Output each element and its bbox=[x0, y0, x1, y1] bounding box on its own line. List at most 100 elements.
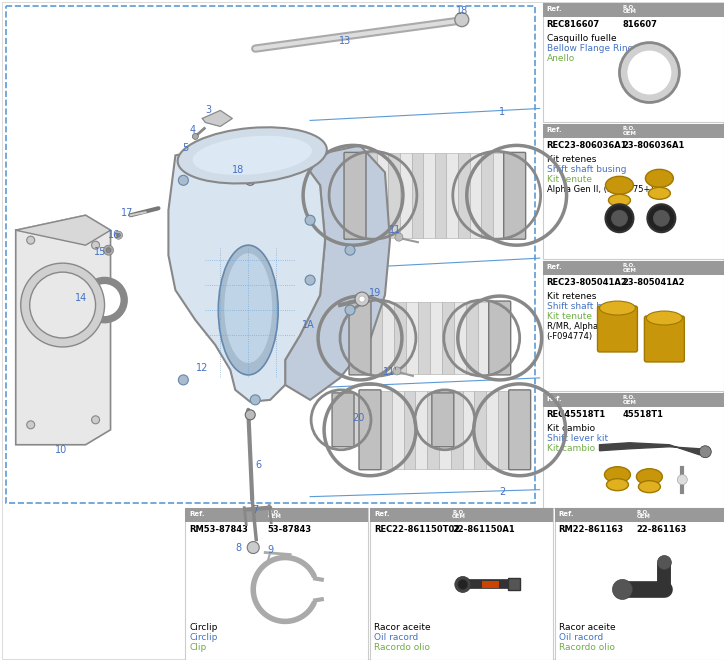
Circle shape bbox=[305, 215, 315, 225]
FancyBboxPatch shape bbox=[412, 153, 423, 238]
FancyBboxPatch shape bbox=[509, 390, 531, 470]
FancyBboxPatch shape bbox=[394, 302, 406, 374]
Text: 20: 20 bbox=[352, 413, 364, 423]
FancyBboxPatch shape bbox=[465, 302, 478, 374]
Ellipse shape bbox=[637, 469, 663, 485]
Text: Circlip: Circlip bbox=[189, 623, 217, 633]
Text: Ref.: Ref. bbox=[558, 510, 574, 517]
Text: 45518T1: 45518T1 bbox=[623, 410, 663, 419]
Text: REC22-861150T02: REC22-861150T02 bbox=[374, 525, 460, 533]
Text: Racor aceite: Racor aceite bbox=[558, 623, 616, 633]
Text: Kit cambio: Kit cambio bbox=[547, 444, 594, 453]
FancyBboxPatch shape bbox=[542, 124, 724, 138]
FancyBboxPatch shape bbox=[454, 302, 465, 374]
FancyBboxPatch shape bbox=[542, 261, 724, 275]
FancyBboxPatch shape bbox=[376, 394, 387, 446]
Circle shape bbox=[305, 275, 315, 285]
FancyBboxPatch shape bbox=[365, 153, 376, 238]
FancyBboxPatch shape bbox=[486, 391, 498, 469]
Ellipse shape bbox=[178, 128, 327, 184]
Circle shape bbox=[178, 375, 188, 385]
FancyBboxPatch shape bbox=[344, 153, 366, 239]
Text: 15: 15 bbox=[94, 247, 107, 257]
FancyBboxPatch shape bbox=[399, 394, 410, 446]
FancyBboxPatch shape bbox=[349, 301, 371, 375]
Circle shape bbox=[104, 245, 114, 255]
Circle shape bbox=[355, 292, 369, 306]
FancyBboxPatch shape bbox=[415, 391, 427, 469]
Text: 23-806036A1: 23-806036A1 bbox=[623, 141, 685, 151]
Text: R.O.
OEM: R.O. OEM bbox=[623, 126, 637, 136]
Circle shape bbox=[455, 576, 471, 592]
Text: Racordo olio: Racordo olio bbox=[558, 643, 615, 652]
Ellipse shape bbox=[639, 481, 660, 492]
Circle shape bbox=[91, 416, 99, 424]
Circle shape bbox=[605, 204, 634, 232]
Text: 12: 12 bbox=[196, 363, 209, 373]
Text: 53-87843: 53-87843 bbox=[268, 525, 312, 533]
FancyBboxPatch shape bbox=[400, 153, 412, 238]
Text: 17: 17 bbox=[121, 208, 133, 218]
Circle shape bbox=[27, 236, 35, 244]
Circle shape bbox=[188, 147, 199, 157]
Text: R.O.
OEM: R.O. OEM bbox=[623, 395, 637, 405]
Circle shape bbox=[245, 175, 255, 185]
FancyBboxPatch shape bbox=[478, 302, 489, 374]
Ellipse shape bbox=[607, 479, 629, 490]
Circle shape bbox=[395, 233, 403, 241]
FancyBboxPatch shape bbox=[493, 153, 505, 238]
FancyBboxPatch shape bbox=[370, 508, 552, 522]
FancyBboxPatch shape bbox=[418, 302, 430, 374]
Ellipse shape bbox=[224, 253, 272, 363]
FancyBboxPatch shape bbox=[435, 153, 447, 238]
FancyBboxPatch shape bbox=[421, 394, 433, 446]
FancyBboxPatch shape bbox=[406, 302, 418, 374]
Text: Anello: Anello bbox=[547, 54, 575, 63]
Text: Shift shaft busing: Shift shaft busing bbox=[547, 302, 626, 311]
Text: 16: 16 bbox=[109, 230, 120, 240]
Text: 22-861163: 22-861163 bbox=[637, 525, 687, 533]
Ellipse shape bbox=[600, 301, 635, 315]
Text: Racor aceite: Racor aceite bbox=[374, 623, 431, 633]
FancyBboxPatch shape bbox=[597, 306, 637, 352]
FancyBboxPatch shape bbox=[542, 3, 724, 17]
Circle shape bbox=[91, 241, 99, 249]
Text: Racordo olio: Racordo olio bbox=[374, 643, 430, 652]
Text: Ref.: Ref. bbox=[547, 6, 562, 12]
Circle shape bbox=[455, 13, 469, 26]
Circle shape bbox=[613, 580, 632, 600]
FancyBboxPatch shape bbox=[382, 302, 394, 374]
Text: RM22-861163: RM22-861163 bbox=[558, 525, 624, 533]
FancyBboxPatch shape bbox=[365, 394, 376, 446]
FancyBboxPatch shape bbox=[463, 391, 474, 469]
Circle shape bbox=[247, 541, 260, 553]
Text: 19: 19 bbox=[369, 288, 381, 298]
Text: Oil racord: Oil racord bbox=[558, 633, 602, 642]
FancyBboxPatch shape bbox=[489, 301, 510, 375]
FancyBboxPatch shape bbox=[370, 508, 552, 660]
Polygon shape bbox=[16, 215, 110, 245]
Text: Casquillo fuelle: Casquillo fuelle bbox=[547, 34, 616, 42]
Text: Ref.: Ref. bbox=[374, 510, 389, 517]
Circle shape bbox=[457, 580, 468, 590]
Text: 11: 11 bbox=[389, 225, 401, 235]
Text: Ref.: Ref. bbox=[547, 396, 562, 402]
Circle shape bbox=[21, 263, 104, 347]
FancyBboxPatch shape bbox=[392, 391, 404, 469]
Circle shape bbox=[627, 51, 671, 95]
Circle shape bbox=[677, 475, 687, 485]
FancyBboxPatch shape bbox=[353, 394, 365, 446]
Text: Oil racord: Oil racord bbox=[374, 633, 418, 642]
Text: Kit tenute: Kit tenute bbox=[547, 312, 592, 321]
Text: RM53-87843: RM53-87843 bbox=[189, 525, 248, 533]
Text: Clip: Clip bbox=[189, 643, 207, 652]
Text: 18: 18 bbox=[232, 165, 244, 175]
Text: 13: 13 bbox=[339, 36, 351, 46]
Text: 1: 1 bbox=[499, 108, 505, 118]
FancyBboxPatch shape bbox=[447, 153, 458, 238]
Circle shape bbox=[700, 446, 711, 457]
Text: Bellow Flange Ring: Bellow Flange Ring bbox=[547, 44, 633, 53]
Text: REC23-806036A1: REC23-806036A1 bbox=[547, 141, 627, 151]
Circle shape bbox=[117, 233, 120, 237]
FancyBboxPatch shape bbox=[376, 153, 389, 238]
